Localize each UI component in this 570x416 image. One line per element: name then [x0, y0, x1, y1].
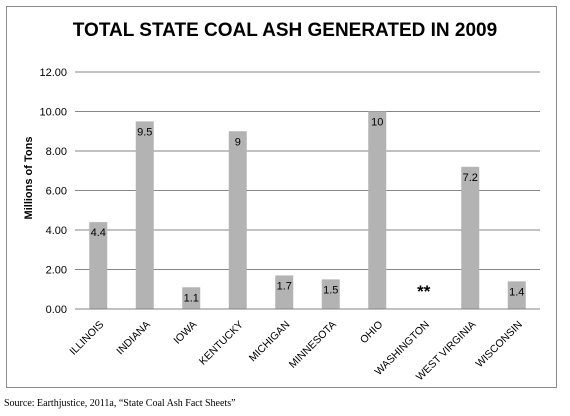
data-label: 1.5 — [323, 284, 338, 296]
x-tick-label: WISCONSIN — [473, 319, 524, 370]
y-tick-label: 8.00 — [46, 146, 67, 158]
x-tick-label: OHIO — [358, 319, 385, 346]
bar — [461, 166, 480, 309]
x-tick-label: IOWA — [171, 319, 199, 347]
data-label: 4.4 — [91, 227, 106, 239]
data-label: 1.7 — [277, 280, 292, 292]
y-tick-label: 2.00 — [46, 265, 67, 277]
y-tick-label: 0.00 — [46, 304, 67, 316]
x-tick-label: ILLINOIS — [67, 319, 106, 358]
bar — [321, 279, 340, 309]
y-tick-label: 6.00 — [46, 186, 67, 198]
bar — [275, 275, 294, 309]
y-tick-label: 12.00 — [39, 67, 67, 79]
bar — [368, 111, 387, 309]
data-label: 9 — [235, 136, 241, 148]
x-tick-label: MINNESOTA — [287, 319, 339, 371]
bar — [135, 121, 154, 309]
bar — [182, 287, 201, 309]
data-label: 9.5 — [137, 126, 152, 138]
bar — [89, 222, 108, 309]
x-tick-label: INDIANA — [114, 319, 153, 358]
chart-title: TOTAL STATE COAL ASH GENERATED IN 2009 — [72, 20, 498, 41]
data-label: 10 — [371, 117, 383, 129]
source-note: Source: Earthjustice, 2011a, “State Coal… — [4, 398, 236, 409]
y-tick-label: 10.00 — [39, 107, 67, 119]
x-tick-label: KENTUCKY — [197, 319, 246, 368]
data-label: 7.2 — [463, 172, 478, 184]
missing-data-marker: ** — [417, 282, 431, 301]
bar — [507, 281, 526, 309]
data-label: 1.1 — [184, 292, 199, 304]
bar — [228, 131, 247, 309]
x-tick-label: MICHIGAN — [247, 319, 293, 365]
data-label: 1.4 — [509, 286, 524, 298]
y-tick-label: 4.00 — [46, 225, 67, 237]
